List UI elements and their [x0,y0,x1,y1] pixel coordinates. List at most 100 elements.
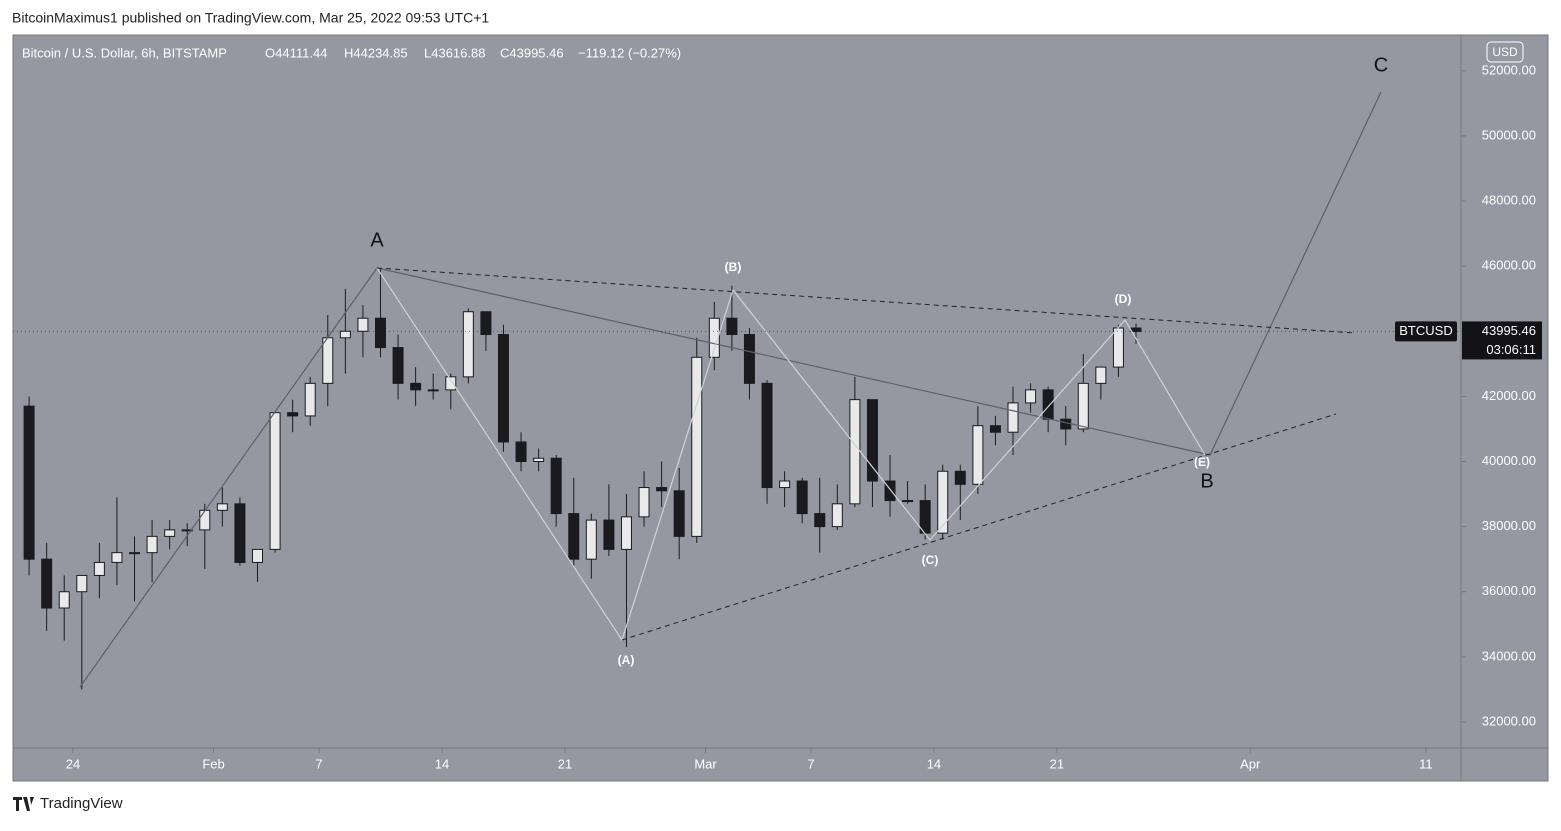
candle-body [831,503,843,528]
candle-body [1060,418,1072,430]
candle-body [708,317,720,358]
x-tick-label: 21 [558,756,572,771]
candle-body [374,317,386,349]
candle-body [497,334,509,443]
x-tick-label: 11 [1419,756,1433,771]
candle-body [884,480,896,502]
candle-body [691,356,703,537]
trendline [621,413,1337,641]
candle-body [252,548,263,563]
candle-body [480,311,492,336]
candle-body [392,347,404,384]
candle-body [93,561,105,576]
candle-body [585,519,597,560]
candle-body [23,405,35,560]
candle-body [339,330,351,339]
candle-body [410,382,422,391]
y-tick-label: 52000.00 [1482,62,1536,77]
candle-body [673,490,685,537]
candle-body [199,509,211,531]
candle-body [533,457,545,462]
candle-body [550,457,562,515]
trendline [376,267,1356,334]
y-tick-label: 34000.00 [1482,648,1536,663]
candle-body [796,480,808,515]
candle-body [462,311,474,378]
candle-body [849,399,861,505]
x-tick-label: 21 [1050,756,1064,771]
candle-body [181,529,193,532]
x-tick-label: Apr [1240,756,1261,771]
y-tick-label: 32000.00 [1482,713,1536,728]
candle-body [919,500,931,534]
candle-body [902,500,914,503]
symbol-box [1395,321,1457,342]
x-tick-label: 7 [315,756,322,771]
plot [23,269,1142,690]
candle-body [937,470,949,534]
wave-label: B [1200,470,1213,492]
symbol-title: Bitcoin / U.S. Dollar, 6h, BITSTAMP [22,45,227,60]
candle-body [1095,366,1107,384]
candle-body [866,399,878,482]
candle-body [164,529,176,537]
ohlc-low: L43616.88 [424,45,485,60]
candle-body [1025,389,1037,404]
candle-body [1112,327,1124,368]
candle-body [427,389,439,392]
ohlc-change: −119.12 (−0.27%) [578,45,681,60]
publisher: BitcoinMaximus1 published on TradingView… [12,10,489,26]
ohlc-open: O44111.44 [265,45,327,60]
candle-body [322,337,334,384]
candle-body [568,513,580,560]
wave-line [376,91,1382,456]
x-tick-label: Feb [202,756,224,771]
wave-label: (C) [922,553,939,567]
ohlc-close: C43995.46 [500,45,564,60]
price-box [1462,321,1542,360]
candle-body [1130,327,1142,332]
candle-body [216,503,228,511]
candle-body [620,516,632,550]
candle-body [603,519,615,550]
candle-body [972,425,984,485]
y-tick-label: 38000.00 [1482,518,1536,533]
y-tick-label: 42000.00 [1482,388,1536,403]
candle-body [638,487,650,518]
candle-body [1042,389,1054,420]
wave-label: (A) [618,653,635,667]
candle-body [726,317,738,336]
candle-body [743,334,755,384]
candle-body [814,513,826,528]
candle-body [1077,382,1089,430]
y-tick-label: 40000.00 [1482,453,1536,468]
wave-label: (E) [1194,455,1210,469]
candle-body [445,376,457,391]
wave-label: (D) [1115,292,1132,306]
wave-label: A [370,229,384,251]
candle-body [146,535,158,554]
candle-body [761,382,773,489]
ohlc-high: H44234.85 [344,45,408,60]
candle-body [129,552,141,555]
x-tick-label: 14 [927,756,941,771]
candle-body [656,487,668,492]
x-tick-label: 24 [66,756,80,771]
candle-body [779,480,791,489]
x-tick-label: 14 [435,756,449,771]
candle-body [287,412,299,417]
x-tick-label: Mar [694,756,717,771]
countdown: 03:06:11 [1486,342,1536,357]
brand: TradingView [40,795,123,812]
candle-body [515,441,527,462]
candle-body [357,317,369,332]
brand-logo [13,797,34,811]
candle-body [234,503,246,563]
currency-box [1486,41,1524,63]
chart-bg [12,34,1549,782]
candle-body [304,382,316,417]
candle-body [269,412,281,550]
y-tick-label: 46000.00 [1482,258,1536,273]
